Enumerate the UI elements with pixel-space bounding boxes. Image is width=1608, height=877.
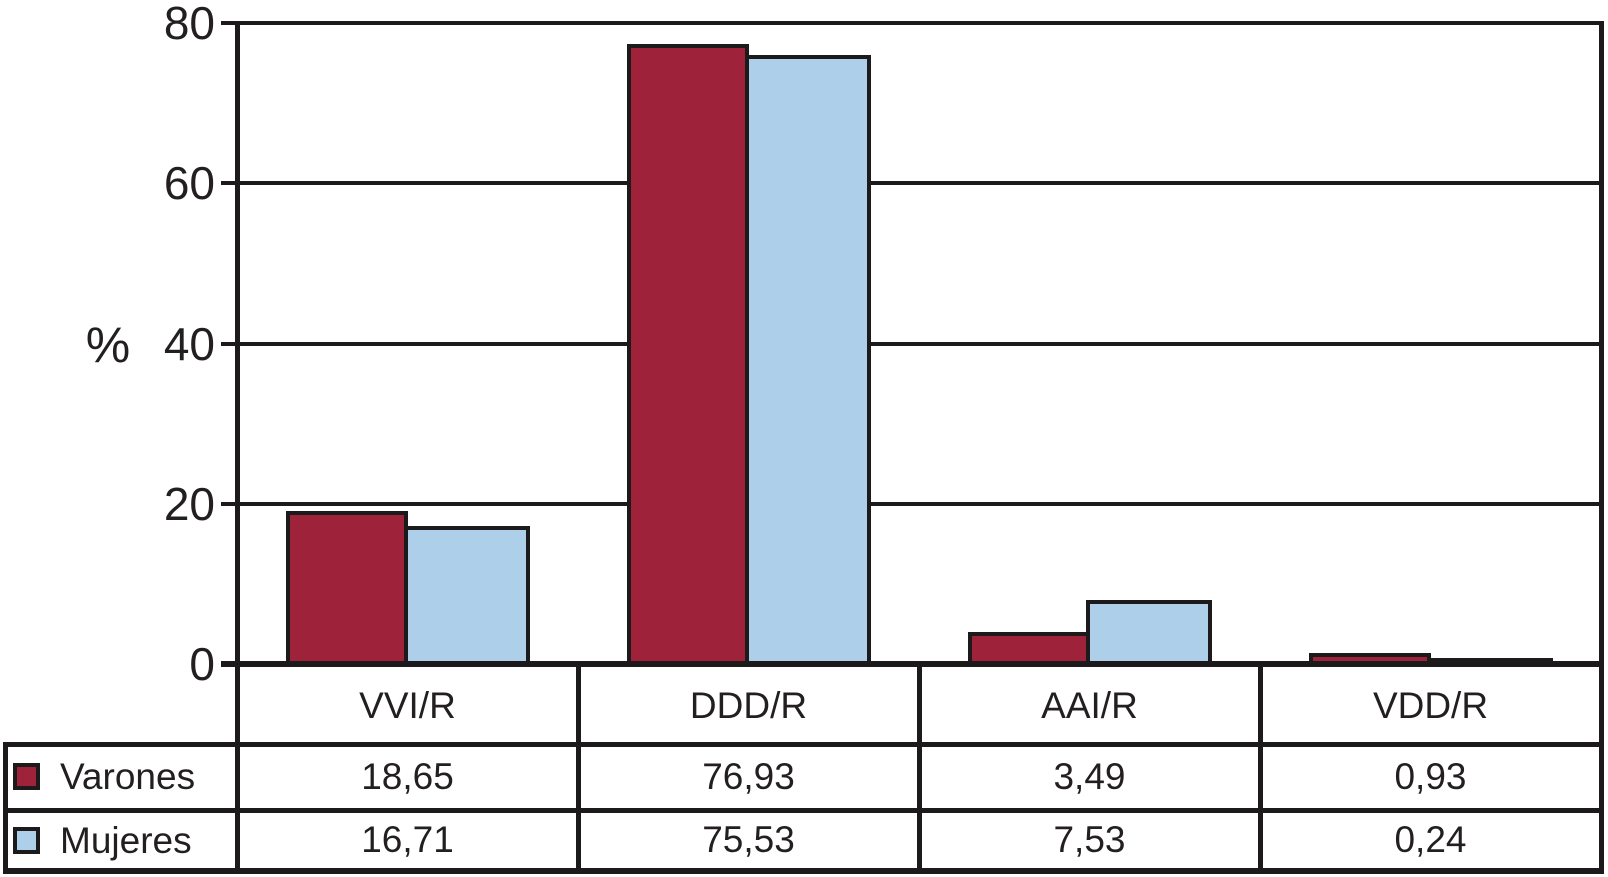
gridline-20 (221, 501, 1604, 506)
table-row-border-top (3, 741, 1604, 747)
gridline-60 (221, 181, 1604, 186)
table-row-border-middle (3, 807, 1604, 813)
value-cell-mujeres-dddr: 75,53 (702, 819, 795, 860)
legend-swatch-mujeres (13, 826, 40, 854)
y-tick-label-80: 80 (163, 0, 215, 49)
gridline-40 (221, 341, 1604, 346)
y-tick-label-40: 40 (163, 317, 215, 370)
value-cell-varones-dddr: 76,93 (702, 756, 795, 797)
category-header-dddr: DDD/R (689, 685, 808, 726)
bar-varones-aair (967, 632, 1090, 664)
y-axis-unit-label: % (85, 317, 131, 373)
value-cell-mujeres-vvir: 16,71 (361, 819, 454, 860)
column-divider-2 (916, 664, 922, 874)
y-tick-label-20: 20 (163, 477, 215, 530)
bar-mujeres-vvir (403, 526, 530, 664)
legend-label-mujeres: Mujeres (60, 819, 192, 861)
x-axis-baseline (221, 661, 1604, 667)
bar-varones-dddr (626, 44, 749, 664)
value-cell-varones-vvir: 18,65 (361, 756, 454, 797)
category-header-vvir: VVI/R (359, 685, 456, 726)
y-axis-line (234, 21, 240, 874)
category-header-vddr: VDD/R (1372, 685, 1489, 726)
value-cell-varones-vddr: 0,93 (1394, 756, 1467, 797)
column-divider-3 (1257, 664, 1263, 874)
y-tick-label-60: 60 (163, 157, 215, 210)
legend-label-varones: Varones (60, 756, 196, 797)
legend-swatch-varones (13, 763, 40, 790)
bar-mujeres-aair (1085, 600, 1212, 664)
bar-varones-vvir (285, 511, 408, 664)
y-tick-label-0: 0 (189, 638, 215, 690)
figure-right-border (1598, 21, 1604, 874)
value-cell-mujeres-vddr: 0,24 (1394, 819, 1467, 860)
value-cell-mujeres-aair: 7,53 (1053, 819, 1126, 860)
legend-left-border (2, 742, 8, 874)
table-bottom-border (3, 868, 1604, 874)
bar-mujeres-dddr (744, 55, 871, 664)
category-header-aair: AAI/R (1041, 685, 1138, 726)
value-cell-varones-aair: 3,49 (1053, 756, 1126, 797)
gridline-80 (221, 21, 1604, 25)
column-divider-1 (575, 664, 581, 874)
